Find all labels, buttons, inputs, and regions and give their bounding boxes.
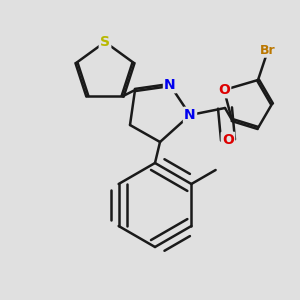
Text: N: N <box>184 108 196 122</box>
Text: O: O <box>222 133 234 147</box>
Text: Br: Br <box>260 44 276 56</box>
Text: S: S <box>100 35 110 49</box>
Text: O: O <box>218 83 230 97</box>
Text: N: N <box>164 78 176 92</box>
